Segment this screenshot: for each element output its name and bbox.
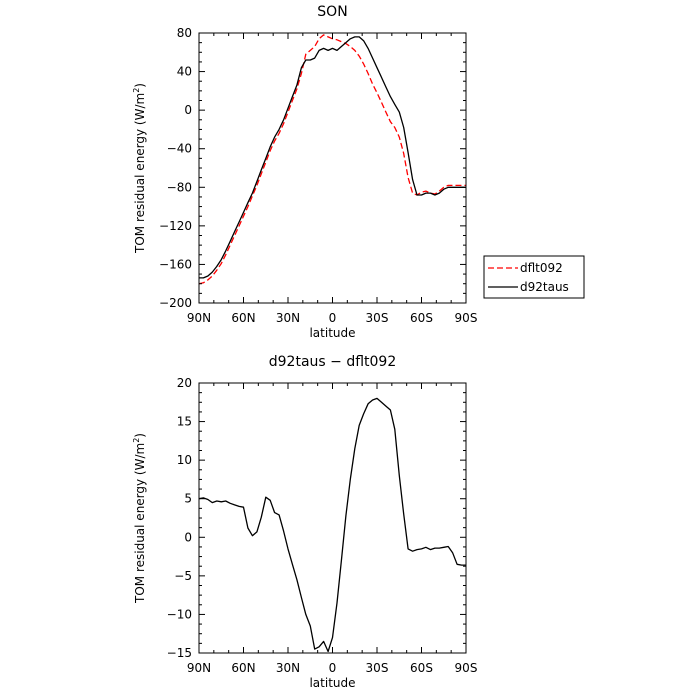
- y-tick-label: −160: [159, 257, 192, 271]
- x-tick-label: 60S: [410, 311, 433, 325]
- plot-frame: [198, 32, 467, 304]
- y-tick-label: 5: [184, 492, 192, 506]
- series-line-series-0: [198, 397, 466, 653]
- x-tick-label: 60S: [410, 661, 433, 675]
- y-tick-label: −15: [167, 646, 192, 660]
- y-tick-label: −200: [159, 296, 192, 310]
- difference-chart-panel: d92taus − dflt092 90N 60N 30N 0 30S 60S 90S −15 −…: [132, 354, 477, 690]
- y-axis-label: TOM residual energy (W/m2): [132, 433, 147, 604]
- x-tick-label: 30N: [276, 661, 300, 675]
- y-axis-label-superscript: 2: [132, 88, 141, 93]
- x-axis-label: latitude: [309, 676, 355, 690]
- chart-title: SON: [317, 4, 347, 20]
- series-line-d92taus: [199, 36, 466, 279]
- legend-box: [483, 255, 585, 299]
- y-tick-label: −80: [167, 180, 192, 194]
- y-tick-label: 0: [184, 103, 192, 117]
- x-tick-label: 0: [329, 311, 337, 325]
- y-tick-label: 20: [177, 376, 192, 390]
- x-axis-label: latitude: [309, 326, 355, 340]
- son-chart-panel: SON 90N 60N 30N 0 30S 60S 90S −200 −160 −120 −80 −40…: [132, 4, 585, 340]
- y-tick-label: 80: [177, 26, 192, 40]
- y-tick-label: −40: [167, 142, 192, 156]
- y-tick-label: 0: [184, 530, 192, 544]
- y-axis-label-main: TOM residual energy (W/m: [133, 93, 147, 254]
- x-tick-label: 60N: [231, 661, 255, 675]
- x-tick-label: 90N: [187, 311, 211, 325]
- x-tick-label: 90S: [455, 661, 478, 675]
- x-tick-label: 30S: [366, 311, 389, 325]
- y-axis-label-superscript: 2: [132, 438, 141, 443]
- y-tick-label: −10: [167, 607, 192, 621]
- y-axis-label-suffix: ): [133, 83, 147, 88]
- x-tick-label: 90S: [455, 311, 478, 325]
- y-tick-label: −120: [159, 219, 192, 233]
- y-tick-label: 40: [177, 65, 192, 79]
- legend-label-d92taus: d92taus: [520, 280, 569, 294]
- x-tick-label: 60N: [231, 311, 255, 325]
- legend-label-dflt092: dflt092: [520, 261, 563, 275]
- chart-title: d92taus − dflt092: [269, 354, 396, 370]
- x-tick-label: 30N: [276, 311, 300, 325]
- series-line-dflt092: [198, 34, 466, 285]
- y-tick-label: 10: [177, 453, 192, 467]
- plot-frame: [198, 382, 467, 654]
- x-tick-label: 30S: [366, 661, 389, 675]
- y-axis-label-suffix: ): [133, 433, 147, 438]
- y-axis-label: TOM residual energy (W/m2): [132, 83, 147, 254]
- legend: dflt092 d92taus: [483, 255, 585, 299]
- y-tick-label: 15: [177, 415, 192, 429]
- y-axis-label-main: TOM residual energy (W/m: [133, 443, 147, 604]
- x-tick-label: 90N: [187, 661, 211, 675]
- y-tick-label: −5: [174, 569, 192, 583]
- x-tick-label: 0: [329, 661, 337, 675]
